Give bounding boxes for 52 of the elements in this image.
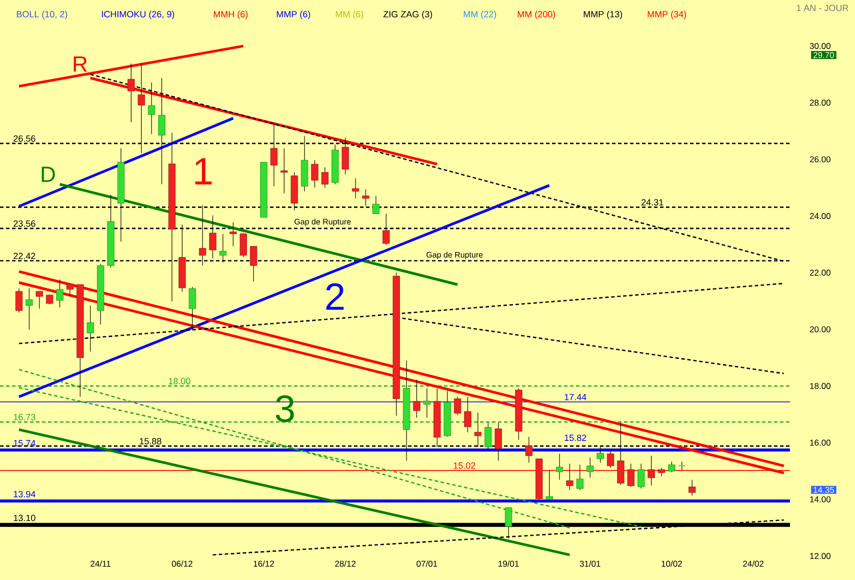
text: ICHIMOKU (26, 9) <box>102 10 174 20</box>
y-tick-label: 14.00 <box>810 496 830 502</box>
text: MM (22) <box>464 10 496 20</box>
annotation: 3 <box>276 395 294 422</box>
x-tick-label: 19/01 <box>498 560 519 567</box>
text: MMH (6) <box>214 10 248 20</box>
annotation: D <box>42 166 55 182</box>
y-tick-label: 30.00 <box>810 42 830 49</box>
text: BOLL (10, 2) <box>16 10 68 20</box>
ref-line-label: 24.31 <box>642 199 664 206</box>
y-tick-label: 28.00 <box>810 100 830 106</box>
text: 1 AN - JOUR <box>796 4 848 12</box>
ref-line-label: 15.88 <box>140 438 162 444</box>
x-tick-label: 24/11 <box>90 560 110 567</box>
annotation: R <box>74 56 87 72</box>
x-tick-label: 31/01 <box>580 560 600 567</box>
y-tick-label: 18.00 <box>810 382 830 389</box>
annotation: 15.82 <box>564 434 586 441</box>
y-tick-label: 26.00 <box>810 156 830 162</box>
x-tick-label: 07/01 <box>416 560 438 567</box>
y-tick-label: 12.00 <box>810 552 830 559</box>
text: 14.35 <box>814 486 834 493</box>
y-tick-label: 20.00 <box>810 326 830 332</box>
ref-line-label: 13.10 <box>14 514 36 522</box>
x-tick-label: 24/02 <box>743 560 764 567</box>
text: MMP (6) <box>276 10 310 20</box>
annotation: 1 <box>195 158 212 184</box>
annotation: 2 <box>326 283 344 310</box>
x-tick-label: 10/02 <box>662 560 682 567</box>
ref-line-label: 18.00 <box>168 378 190 384</box>
ref-line-label: 17.44 <box>564 394 586 400</box>
y-tick-label: 24.00 <box>810 212 830 219</box>
ref-line-label: 26.56 <box>14 135 36 142</box>
x-tick-label: 28/12 <box>335 560 356 567</box>
text: ZIG ZAG (3) <box>383 10 432 20</box>
ref-line-label: 16.73 <box>14 414 36 420</box>
y-tick-label: 16.00 <box>810 440 830 446</box>
text: 29.70 <box>814 52 834 58</box>
ref-line-label: 15.02 <box>454 462 476 469</box>
annotation: Gap de Rupture <box>426 252 483 260</box>
y-tick-label: 22.00 <box>810 270 830 276</box>
ref-line-label: 23.56 <box>14 220 36 227</box>
ref-line-label: 13.94 <box>14 490 36 498</box>
annotation: Gap de Rupture <box>294 218 351 226</box>
text: MM (6) <box>336 10 364 20</box>
ref-line-label: 15.74 <box>14 440 36 446</box>
x-tick-label: 06/12 <box>172 560 192 567</box>
text: MM (200) <box>518 10 556 20</box>
ref-line-label: 22.42 <box>14 252 36 260</box>
text: MMP (13) <box>584 10 622 20</box>
text: MMP (34) <box>648 10 686 20</box>
x-tick-label: 16/12 <box>254 560 274 567</box>
